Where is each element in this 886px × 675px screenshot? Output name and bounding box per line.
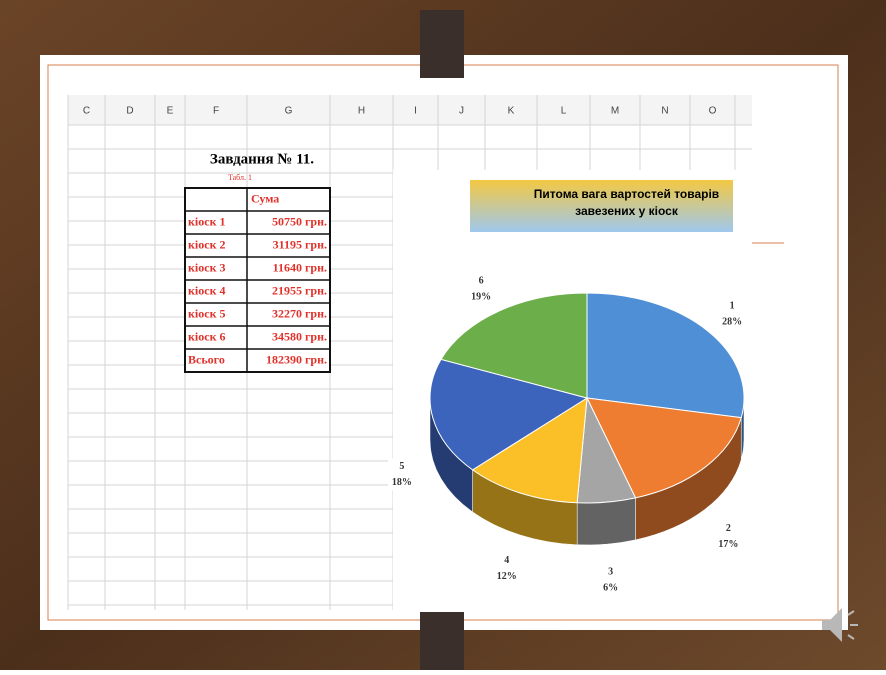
table-header: Сума xyxy=(251,191,279,205)
chart-title-wrap: Питома вага вартостей товарів завезених … xyxy=(533,187,720,218)
sheet-title: Завдання № 11. xyxy=(210,151,314,167)
label-box xyxy=(714,520,743,553)
speaker-body xyxy=(822,608,842,642)
column-header: D xyxy=(126,106,133,117)
chart-title-box xyxy=(470,180,733,232)
slice-side xyxy=(576,497,636,546)
column-header: O xyxy=(709,106,717,117)
column-header: J xyxy=(459,106,464,117)
chart-title: Питома вага вартостей товарів завезених … xyxy=(533,187,720,218)
column-header: H xyxy=(358,106,365,117)
row-label: кіоск 2 xyxy=(188,237,226,251)
label-box xyxy=(387,458,416,491)
column-header: K xyxy=(508,106,515,117)
clip-top xyxy=(420,10,464,78)
slice-value-label: 12% xyxy=(497,571,517,582)
clip-bottom xyxy=(420,612,464,670)
slice xyxy=(440,292,588,399)
speaker-icon xyxy=(822,608,858,642)
row-amount: 34580 грн. xyxy=(272,329,327,343)
slice xyxy=(471,397,588,504)
slice xyxy=(586,292,745,419)
slice-value-label: 6% xyxy=(603,583,618,594)
row-amount: 21955 грн. xyxy=(272,283,327,297)
row-label: кіоск 3 xyxy=(188,260,226,274)
row-amount: 32270 грн. xyxy=(272,306,327,320)
speaker-waves xyxy=(847,610,858,640)
slice-category: 2 xyxy=(726,523,731,534)
slice-category: 6 xyxy=(479,276,484,287)
label-box xyxy=(492,552,521,585)
slice xyxy=(586,397,742,499)
column-header: G xyxy=(285,106,293,117)
pie-chart: 1 28% 2 17% 3 6% 4 12% 5 18% 6 19% xyxy=(387,273,747,597)
slice-value-label: 17% xyxy=(718,539,738,550)
row-label: кіоск 4 xyxy=(188,283,226,297)
column-header: M xyxy=(611,106,619,117)
slice xyxy=(429,358,589,471)
row-amount: 11640 грн. xyxy=(273,260,327,274)
label-box xyxy=(718,298,747,331)
column-header: E xyxy=(167,106,174,117)
label-box xyxy=(596,564,625,597)
slice-value-label: 18% xyxy=(392,477,412,488)
row-amount: 50750 грн. xyxy=(272,214,327,228)
slice-category: 5 xyxy=(399,461,404,472)
row-label: кіоск 5 xyxy=(188,306,226,320)
column-header: F xyxy=(213,106,219,117)
row-label: кіоск 6 xyxy=(188,329,226,343)
column-header-bar xyxy=(68,95,752,125)
row-amount: 182390 грн. xyxy=(266,352,327,366)
slice-category: 3 xyxy=(608,567,613,578)
column-header: N xyxy=(661,106,668,117)
column-header: L xyxy=(561,106,567,117)
column-header: I xyxy=(414,106,417,117)
table-caption: Табл. 1 xyxy=(228,173,252,182)
slice-value-label: 28% xyxy=(722,317,742,328)
label-box xyxy=(467,273,496,306)
row-amount: 31195 грн. xyxy=(273,237,327,251)
slice-category: 4 xyxy=(504,555,509,566)
row-label: Всього xyxy=(188,352,225,366)
data-table: Сума кіоск 1 50750 грн. кіоск 2 31195 грн. кі… xyxy=(184,187,331,373)
slice-category: 1 xyxy=(730,301,735,312)
row-label: кіоск 1 xyxy=(188,214,226,228)
slice-value-label: 19% xyxy=(471,292,491,303)
column-header: C xyxy=(83,106,90,117)
